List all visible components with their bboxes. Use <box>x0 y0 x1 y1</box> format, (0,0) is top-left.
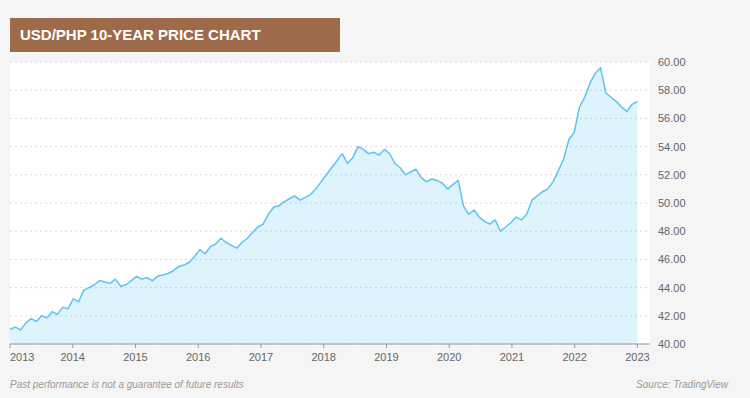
x-tick-label: 2015 <box>123 351 147 363</box>
y-tick-label: 46.00 <box>658 253 686 265</box>
x-tick <box>135 344 136 348</box>
x-tick <box>260 344 261 348</box>
x-tick <box>323 344 324 348</box>
x-tick-label: 2018 <box>311 351 335 363</box>
x-tick-label: 2020 <box>437 351 461 363</box>
x-tick-label: 2016 <box>186 351 210 363</box>
x-tick <box>198 344 199 348</box>
x-tick <box>637 344 638 348</box>
x-tick <box>511 344 512 348</box>
x-tick-label: 2019 <box>374 351 398 363</box>
x-axis: 2013 2014 2015 2016 2017 2018 2019 2020 2021 2022… <box>10 344 650 363</box>
y-tick-label: 40.00 <box>658 338 686 350</box>
x-tick-label: 2022 <box>562 351 586 363</box>
y-tick-label: 52.00 <box>658 169 686 181</box>
grid-line <box>10 62 650 63</box>
x-tick-label: 2023 <box>625 351 649 363</box>
y-tick-label: 42.00 <box>658 310 686 322</box>
y-tick-label: 54.00 <box>658 141 686 153</box>
x-tick <box>574 344 575 348</box>
x-tick-label: 2021 <box>500 351 524 363</box>
title-background <box>10 18 340 52</box>
x-tick <box>386 344 387 348</box>
source-note: Source: TradingView <box>636 379 729 390</box>
x-tick-label: 2017 <box>249 351 273 363</box>
x-tick-label: 2014 <box>61 351 85 363</box>
x-tick-label: 2013 <box>10 351 34 363</box>
area <box>10 68 637 344</box>
title: USD/PHP 10-YEAR PRICE CHART <box>20 26 261 43</box>
x-tick <box>10 344 11 348</box>
title-box: USD/PHP 10-YEAR PRICE CHART <box>10 18 340 52</box>
grid-line <box>10 118 650 119</box>
footer-note: Past performance is not a guarantee of f… <box>10 379 243 390</box>
y-tick-label: 58.00 <box>658 84 686 96</box>
y-tick-label: 50.00 <box>658 197 686 209</box>
x-tick <box>72 344 73 348</box>
x-tick <box>449 344 450 348</box>
series <box>10 68 637 344</box>
y-tick-label: 44.00 <box>658 282 686 294</box>
y-tick-label: 48.00 <box>658 225 686 237</box>
y-axis: 40.00 42.00 44.00 46.00 48.00 50.00 52.00 54.00… <box>658 56 686 350</box>
line <box>10 68 637 330</box>
plot-background <box>10 62 650 344</box>
background <box>0 0 750 398</box>
y-tick-label: 56.00 <box>658 112 686 124</box>
grid-line <box>10 146 650 147</box>
grid <box>10 62 650 344</box>
y-tick-label: 60.00 <box>658 56 686 68</box>
chart: 40.00 42.00 44.00 46.00 48.00 50.00 52.00 54.00… <box>0 0 750 398</box>
grid-line <box>10 90 650 91</box>
